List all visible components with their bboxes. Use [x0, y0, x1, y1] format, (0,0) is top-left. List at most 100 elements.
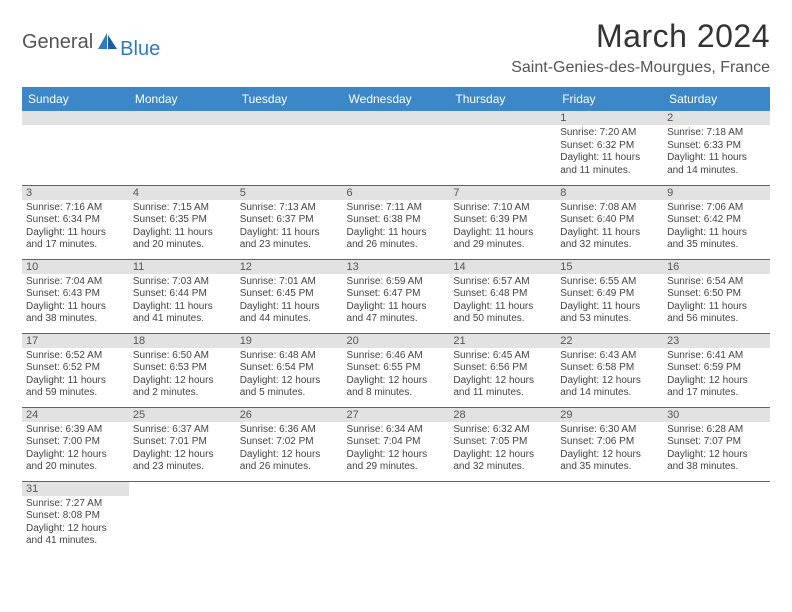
sunrise-text: Sunrise: 6:39 AM	[26, 424, 125, 437]
day-number: 16	[663, 260, 770, 274]
daylight-text: Daylight: 12 hours and 5 minutes.	[240, 375, 339, 400]
daylight-text: Daylight: 11 hours and 44 minutes.	[240, 301, 339, 326]
sunrise-text: Sunrise: 7:01 AM	[240, 276, 339, 289]
sunrise-text: Sunrise: 6:48 AM	[240, 350, 339, 363]
sunrise-text: Sunrise: 6:50 AM	[133, 350, 232, 363]
day-number: 22	[556, 334, 663, 348]
sunset-text: Sunset: 6:38 PM	[347, 214, 446, 227]
day-number: 4	[129, 186, 236, 200]
calendar-day-cell: 14Sunrise: 6:57 AMSunset: 6:48 PMDayligh…	[449, 259, 556, 333]
calendar-day-cell: 7Sunrise: 7:10 AMSunset: 6:39 PMDaylight…	[449, 185, 556, 259]
calendar-week-row: 10Sunrise: 7:04 AMSunset: 6:43 PMDayligh…	[22, 259, 770, 333]
day-number: 18	[129, 334, 236, 348]
calendar-day-cell: 31Sunrise: 7:27 AMSunset: 8:08 PMDayligh…	[22, 481, 129, 555]
sunset-text: Sunset: 7:04 PM	[347, 436, 446, 449]
calendar-day-cell: 8Sunrise: 7:08 AMSunset: 6:40 PMDaylight…	[556, 185, 663, 259]
sunset-text: Sunset: 6:53 PM	[133, 362, 232, 375]
calendar-day-cell: 25Sunrise: 6:37 AMSunset: 7:01 PMDayligh…	[129, 407, 236, 481]
sunrise-text: Sunrise: 6:55 AM	[560, 276, 659, 289]
sunset-text: Sunset: 7:00 PM	[26, 436, 125, 449]
day-number: 13	[343, 260, 450, 274]
daylight-text: Daylight: 12 hours and 8 minutes.	[347, 375, 446, 400]
day-number: 11	[129, 260, 236, 274]
day-number: 23	[663, 334, 770, 348]
weekday-header: Saturday	[663, 87, 770, 111]
brand-part1: General	[22, 31, 93, 54]
calendar-day-cell: 1Sunrise: 7:20 AMSunset: 6:32 PMDaylight…	[556, 111, 663, 185]
weekday-header: Monday	[129, 87, 236, 111]
calendar-day-cell: 13Sunrise: 6:59 AMSunset: 6:47 PMDayligh…	[343, 259, 450, 333]
calendar-day-cell: 20 Sunrise: 6:46 AMSunset: 6:55 PMDayligh…	[343, 333, 450, 407]
day-number: 9	[663, 186, 770, 200]
day-number-bar	[449, 111, 556, 125]
sunrise-text: Sunrise: 6:28 AM	[667, 424, 766, 437]
sunset-text: Sunset: 6:59 PM	[667, 362, 766, 375]
calendar-day-cell: 9 Sunrise: 7:06 AMSunset: 6:42 PMDaylight…	[663, 185, 770, 259]
weekday-header: Friday	[556, 87, 663, 111]
day-number: 24	[22, 408, 129, 422]
sunset-text: Sunset: 6:55 PM	[347, 362, 446, 375]
sunrise-text: Sunrise: 6:37 AM	[133, 424, 232, 437]
sunrise-text: Sunrise: 6:32 AM	[453, 424, 552, 437]
calendar-day-cell	[556, 481, 663, 555]
calendar-day-cell: 6Sunrise: 7:11 AMSunset: 6:38 PMDaylight…	[343, 185, 450, 259]
sunset-text: Sunset: 7:05 PM	[453, 436, 552, 449]
brand-part2: Blue	[120, 38, 160, 61]
day-number: 28	[449, 408, 556, 422]
daylight-text: Daylight: 11 hours and 14 minutes.	[667, 152, 766, 177]
daylight-text: Daylight: 11 hours and 41 minutes.	[133, 301, 232, 326]
daylight-text: Daylight: 12 hours and 32 minutes.	[453, 449, 552, 474]
daylight-text: Daylight: 11 hours and 35 minutes.	[667, 227, 766, 252]
sunset-text: Sunset: 6:49 PM	[560, 288, 659, 301]
daylight-text: Daylight: 11 hours and 17 minutes.	[26, 227, 125, 252]
sunset-text: Sunset: 6:50 PM	[667, 288, 766, 301]
day-number: 8	[556, 186, 663, 200]
sunrise-text: Sunrise: 6:30 AM	[560, 424, 659, 437]
sunrise-text: Sunrise: 7:06 AM	[667, 202, 766, 215]
sunset-text: Sunset: 6:32 PM	[560, 140, 659, 153]
sunset-text: Sunset: 7:06 PM	[560, 436, 659, 449]
weekday-header-row: Sunday Monday Tuesday Wednesday Thursday…	[22, 87, 770, 111]
calendar-week-row: 31Sunrise: 7:27 AMSunset: 8:08 PMDayligh…	[22, 481, 770, 555]
calendar-day-cell: 17Sunrise: 6:52 AMSunset: 6:52 PMDayligh…	[22, 333, 129, 407]
day-number: 27	[343, 408, 450, 422]
sunrise-text: Sunrise: 6:36 AM	[240, 424, 339, 437]
sunset-text: Sunset: 6:42 PM	[667, 214, 766, 227]
daylight-text: Daylight: 12 hours and 2 minutes.	[133, 375, 232, 400]
sunrise-text: Sunrise: 6:52 AM	[26, 350, 125, 363]
day-number: 20	[343, 334, 450, 348]
sunset-text: Sunset: 7:01 PM	[133, 436, 232, 449]
sunrise-text: Sunrise: 7:27 AM	[26, 498, 125, 511]
sunset-text: Sunset: 6:40 PM	[560, 214, 659, 227]
day-number: 21	[449, 334, 556, 348]
calendar-day-cell	[449, 111, 556, 185]
sunrise-text: Sunrise: 7:20 AM	[560, 127, 659, 140]
daylight-text: Daylight: 11 hours and 29 minutes.	[453, 227, 552, 252]
day-number: 31	[22, 482, 129, 496]
sunrise-text: Sunrise: 7:16 AM	[26, 202, 125, 215]
daylight-text: Daylight: 12 hours and 11 minutes.	[453, 375, 552, 400]
sunset-text: Sunset: 6:47 PM	[347, 288, 446, 301]
daylight-text: Daylight: 12 hours and 23 minutes.	[133, 449, 232, 474]
sunrise-text: Sunrise: 6:46 AM	[347, 350, 446, 363]
calendar-day-cell: 23Sunrise: 6:41 AMSunset: 6:59 PMDayligh…	[663, 333, 770, 407]
sunset-text: Sunset: 6:58 PM	[560, 362, 659, 375]
sunset-text: Sunset: 7:02 PM	[240, 436, 339, 449]
day-number: 6	[343, 186, 450, 200]
sunset-text: Sunset: 6:33 PM	[667, 140, 766, 153]
calendar-day-cell	[22, 111, 129, 185]
calendar-day-cell: 26Sunrise: 6:36 AMSunset: 7:02 PMDayligh…	[236, 407, 343, 481]
sunrise-text: Sunrise: 7:03 AM	[133, 276, 232, 289]
sunrise-text: Sunrise: 6:41 AM	[667, 350, 766, 363]
location-text: Saint-Genies-des-Mourgues, France	[511, 59, 770, 77]
day-number: 1	[556, 111, 663, 125]
weekday-header: Tuesday	[236, 87, 343, 111]
sunrise-text: Sunrise: 6:57 AM	[453, 276, 552, 289]
calendar-day-cell: 19Sunrise: 6:48 AMSunset: 6:54 PMDayligh…	[236, 333, 343, 407]
daylight-text: Daylight: 12 hours and 14 minutes.	[560, 375, 659, 400]
sunset-text: Sunset: 6:43 PM	[26, 288, 125, 301]
daylight-text: Daylight: 12 hours and 38 minutes.	[667, 449, 766, 474]
calendar-day-cell: 16Sunrise: 6:54 AMSunset: 6:50 PMDayligh…	[663, 259, 770, 333]
daylight-text: Daylight: 11 hours and 23 minutes.	[240, 227, 339, 252]
day-number-bar	[22, 111, 129, 125]
